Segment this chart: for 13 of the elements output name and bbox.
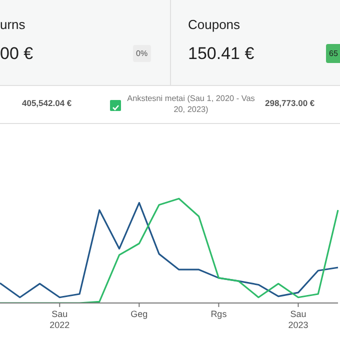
text: 65	[326, 44, 340, 63]
text: Coupons	[188, 17, 240, 32]
x-tick-label: Sau 2023	[288, 309, 308, 330]
x-tick-label: Rgs	[210, 309, 228, 319]
text: urns	[0, 17, 26, 32]
text: 150.41 €	[188, 44, 254, 64]
legend-label: Ankstesni metai (Sau 1, 2020 - Vas 20, 2023)	[126, 93, 256, 115]
x-tick-label: Geg	[130, 309, 148, 319]
text: 405,542.04 €	[22, 98, 72, 108]
x-tick-label: Sau 2022	[50, 309, 70, 330]
text: 00 €	[0, 44, 34, 64]
text: 0%	[133, 45, 151, 62]
text: 298,773.00 €	[265, 98, 315, 108]
